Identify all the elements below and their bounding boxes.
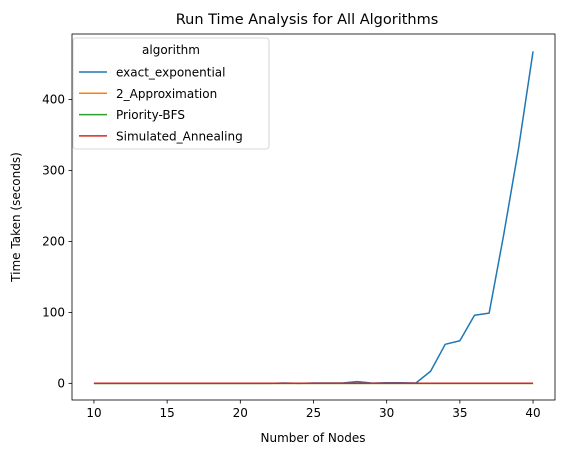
legend-label: Priority-BFS (116, 108, 185, 122)
legend-label: exact_exponential (116, 66, 225, 80)
y-tick-label: 0 (57, 376, 65, 390)
y-tick-label: 300 (42, 164, 65, 178)
x-axis-title: Number of Nodes (261, 431, 366, 445)
x-tick-label: 15 (159, 406, 174, 420)
y-axis-title: Time Taken (seconds) (9, 152, 23, 283)
y-tick-label: 400 (42, 93, 65, 107)
legend-label: 2_Approximation (116, 87, 217, 101)
legend-label: Simulated_Annealing (116, 129, 243, 143)
x-tick-label: 10 (86, 406, 101, 420)
chart-title: Run Time Analysis for All Algorithms (176, 12, 439, 28)
x-axis: 10 15 20 25 30 35 40 (86, 400, 541, 420)
x-tick-label: 40 (525, 406, 540, 420)
x-tick-label: 35 (452, 406, 467, 420)
y-tick-label: 100 (42, 305, 65, 319)
y-tick-label: 200 (42, 234, 65, 248)
x-tick-label: 25 (306, 406, 321, 420)
legend-entries: exact_exponential 2_Approximation Priority… (79, 66, 243, 143)
y-axis: 0 100 200 300 400 (42, 93, 72, 390)
x-tick-label: 30 (379, 406, 394, 420)
x-tick-label: 20 (233, 406, 248, 420)
legend: algorithm exact_exponential 2_Approximati… (72, 37, 270, 150)
series-lines (93, 51, 534, 385)
legend-title: algorithm (142, 43, 200, 57)
legend-frame (72, 37, 270, 150)
